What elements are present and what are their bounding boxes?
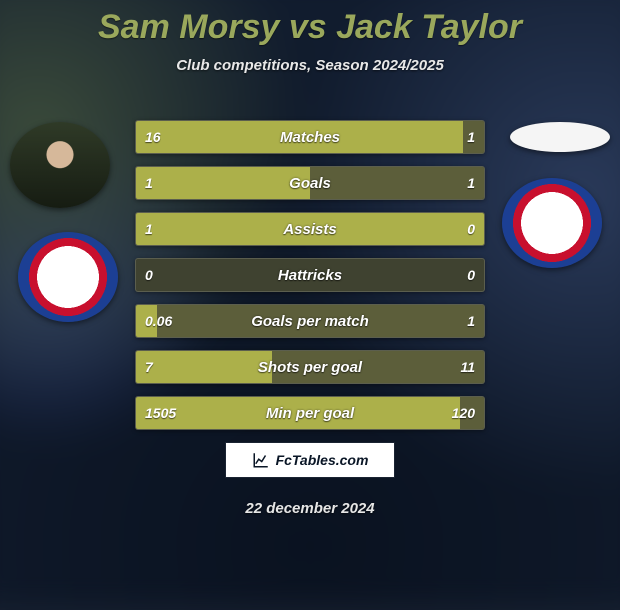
stat-row: 11Goals [135,166,485,200]
player-right-avatar [510,122,610,152]
club-crest-right [502,178,602,268]
stats-list: 161Matches 11Goals 10Assists 00Hattricks 0.0… [135,120,485,442]
brand-badge[interactable]: FcTables.com [225,442,395,478]
stat-row: 161Matches [135,120,485,154]
stat-row: 00Hattricks [135,258,485,292]
stat-label: Hattricks [135,258,485,292]
comparison-card: Sam Morsy vs Jack Taylor Club competitio… [0,0,620,580]
stat-row: 711Shots per goal [135,350,485,384]
club-crest-left [18,232,118,322]
date-text: 22 december 2024 [0,500,620,517]
page-subtitle: Club competitions, Season 2024/2025 [0,57,620,74]
stat-label: Goals [135,166,485,200]
stat-label: Assists [135,212,485,246]
page-title: Sam Morsy vs Jack Taylor [0,0,620,47]
stat-label: Shots per goal [135,350,485,384]
stat-row: 1505120Min per goal [135,396,485,430]
stat-row: 10Assists [135,212,485,246]
stat-label: Matches [135,120,485,154]
brand-text: FcTables.com [276,452,369,468]
stat-row: 0.061Goals per match [135,304,485,338]
stat-label: Goals per match [135,304,485,338]
player-left-avatar [10,122,110,208]
stat-label: Min per goal [135,396,485,430]
chart-icon [252,451,270,469]
